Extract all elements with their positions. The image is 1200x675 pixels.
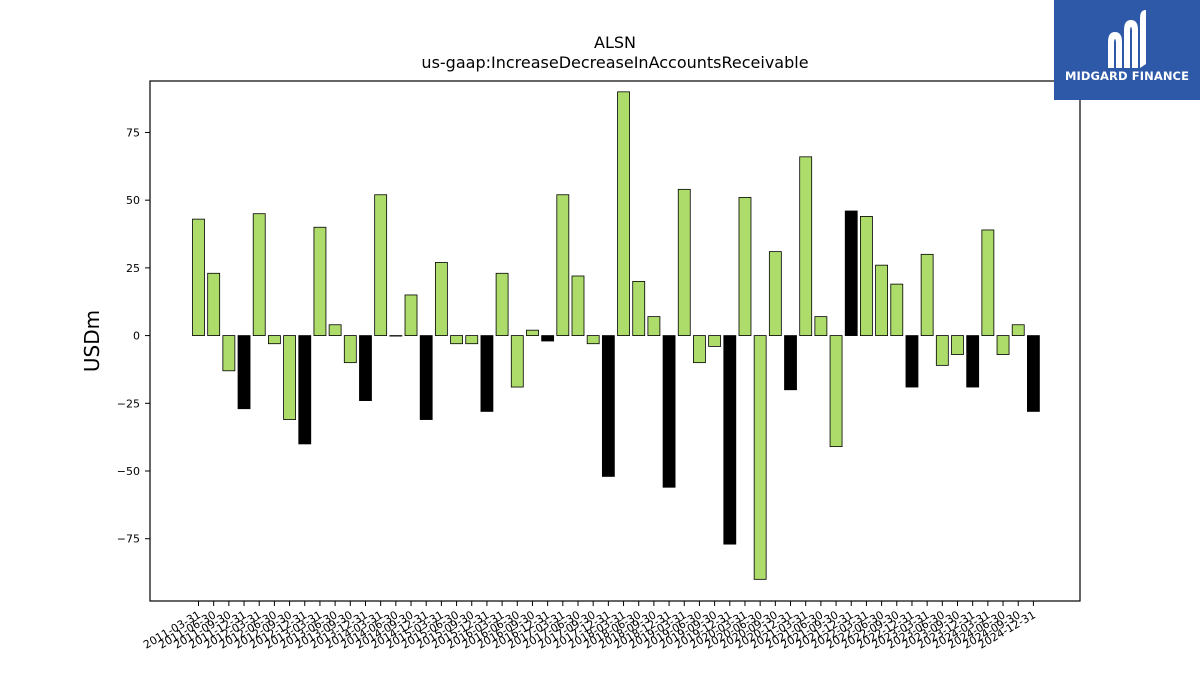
bar-2020-06-30 <box>753 335 767 580</box>
brand-logo-text: MIDGARD FINANCE <box>1064 69 1190 83</box>
bar-2013-03-31 <box>313 226 327 336</box>
bar-2016-09-30 <box>526 329 539 336</box>
y-axis-ticks: 75 50 25 0 −25 −50 −75 <box>117 126 150 546</box>
bar-2012-06-30 <box>267 335 281 345</box>
bar-2020-03-31 <box>738 197 752 336</box>
bar-2016-06-30 <box>510 335 524 388</box>
bar-2024-12-31 <box>1027 335 1040 412</box>
y-tick-label: 25 <box>126 262 140 275</box>
bar-2019-12-31 <box>723 335 737 545</box>
bar-2019-06-30 <box>693 335 706 364</box>
x-axis-ticks: 2011-03-312011-06-302011-09-302011-12-31… <box>141 601 1038 652</box>
bar-2011-12-31 <box>237 335 251 410</box>
bar-2013-12-31 <box>359 335 372 401</box>
bar-2024-06-30 <box>996 335 1010 355</box>
chart-subtitle: us-gaap:IncreaseDecreaseInAccountsReceiv… <box>421 53 808 72</box>
brand-logo-mark-icon <box>1108 10 1146 68</box>
bar-2015-06-30 <box>450 335 463 345</box>
bar-2014-12-31 <box>419 335 433 420</box>
bar-2017-06-30 <box>571 275 585 336</box>
bar-2022-06-30 <box>875 264 888 336</box>
bar-2020-09-30 <box>768 251 782 336</box>
bar-2023-03-31 <box>920 253 934 336</box>
bar-2011-03-31 <box>192 218 205 336</box>
bar-2015-12-31 <box>480 335 494 412</box>
bars-group <box>192 91 1040 580</box>
bar-2022-09-30 <box>890 283 904 336</box>
y-tick-label: −25 <box>117 397 140 410</box>
bar-2017-12-31 <box>601 335 615 477</box>
bar-2012-12-31 <box>298 335 312 445</box>
bar-2013-09-30 <box>343 335 357 364</box>
bar-2021-03-31 <box>799 156 813 336</box>
bar-2021-09-30 <box>829 335 843 448</box>
bar-2023-09-30 <box>951 335 964 355</box>
bar-2015-03-31 <box>434 262 448 336</box>
bar-2020-12-31 <box>784 335 797 391</box>
y-tick-label: 75 <box>126 126 140 139</box>
bar-2015-09-30 <box>465 335 479 345</box>
bar-2016-03-31 <box>495 272 509 336</box>
bar-2018-12-31 <box>662 335 676 488</box>
brand-logo: MIDGARD FINANCE <box>1054 0 1200 100</box>
bar-2024-03-31 <box>981 229 995 336</box>
bar-2021-12-31 <box>844 210 858 336</box>
bar-2018-03-31 <box>617 91 630 336</box>
bar-2012-09-30 <box>283 335 296 420</box>
y-tick-label: −50 <box>117 465 140 478</box>
bar-2014-03-31 <box>374 194 388 336</box>
y-tick-label: 0 <box>133 330 140 343</box>
bar-2021-06-30 <box>814 316 828 336</box>
bar-2014-06-30 <box>389 335 403 337</box>
bar-2018-09-30 <box>647 316 661 336</box>
bar-2014-09-30 <box>404 294 418 336</box>
bar-2011-06-30 <box>207 272 221 336</box>
bar-2017-09-30 <box>586 335 600 345</box>
bar-2012-03-31 <box>252 213 266 336</box>
plot-frame <box>149 80 1081 602</box>
y-axis-label: USDm <box>80 310 104 372</box>
bar-2023-12-31 <box>966 335 980 388</box>
bar-2022-03-31 <box>860 216 873 336</box>
y-tick-label: −75 <box>117 533 140 546</box>
bar-2016-12-31 <box>541 335 555 342</box>
bar-2018-06-30 <box>632 281 646 336</box>
bar-2017-03-31 <box>556 194 570 336</box>
bar-2023-06-30 <box>935 335 949 366</box>
bar-2024-09-30 <box>1011 324 1025 336</box>
y-tick-label: 50 <box>126 194 140 207</box>
bar-2019-09-30 <box>708 335 722 347</box>
bar-2022-12-31 <box>905 335 919 388</box>
bar-2011-09-30 <box>222 335 236 372</box>
chart-title: ALSN <box>594 33 636 52</box>
bar-2013-06-30 <box>328 324 342 336</box>
bar-2019-03-31 <box>677 188 691 336</box>
